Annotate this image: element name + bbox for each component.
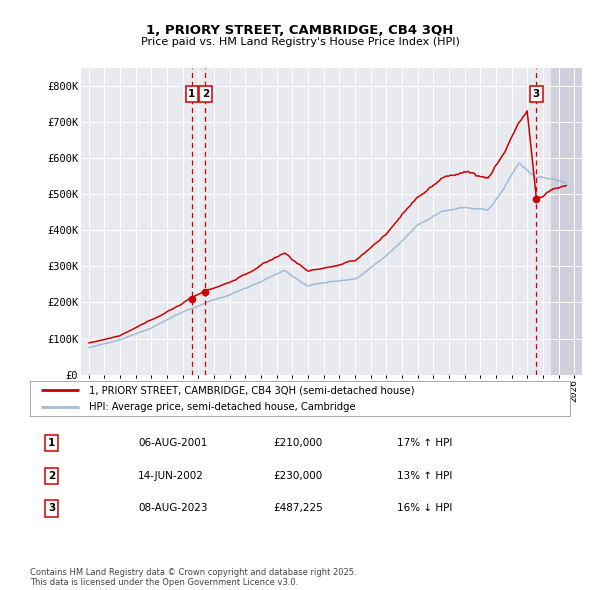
Text: Contains HM Land Registry data © Crown copyright and database right 2025.
This d: Contains HM Land Registry data © Crown c… xyxy=(30,568,356,587)
Text: 1, PRIORY STREET, CAMBRIDGE, CB4 3QH (semi-detached house): 1, PRIORY STREET, CAMBRIDGE, CB4 3QH (se… xyxy=(89,385,415,395)
Text: 2: 2 xyxy=(48,471,55,481)
Text: 14-JUN-2002: 14-JUN-2002 xyxy=(138,471,204,481)
Text: £230,000: £230,000 xyxy=(273,471,322,481)
Text: 3: 3 xyxy=(48,503,55,513)
Text: 2: 2 xyxy=(202,89,209,99)
Text: 3: 3 xyxy=(533,89,540,99)
Text: 1: 1 xyxy=(188,89,196,99)
Text: 1, PRIORY STREET, CAMBRIDGE, CB4 3QH: 1, PRIORY STREET, CAMBRIDGE, CB4 3QH xyxy=(146,24,454,37)
Text: £487,225: £487,225 xyxy=(273,503,323,513)
Bar xyxy=(551,68,600,375)
Text: 17% ↑ HPI: 17% ↑ HPI xyxy=(397,438,452,448)
Text: 06-AUG-2001: 06-AUG-2001 xyxy=(138,438,208,448)
Text: 08-AUG-2023: 08-AUG-2023 xyxy=(138,503,208,513)
Text: 13% ↑ HPI: 13% ↑ HPI xyxy=(397,471,452,481)
Text: Price paid vs. HM Land Registry's House Price Index (HPI): Price paid vs. HM Land Registry's House … xyxy=(140,37,460,47)
Text: HPI: Average price, semi-detached house, Cambridge: HPI: Average price, semi-detached house,… xyxy=(89,402,356,412)
Text: 16% ↓ HPI: 16% ↓ HPI xyxy=(397,503,452,513)
Text: 1: 1 xyxy=(48,438,55,448)
Text: £210,000: £210,000 xyxy=(273,438,322,448)
